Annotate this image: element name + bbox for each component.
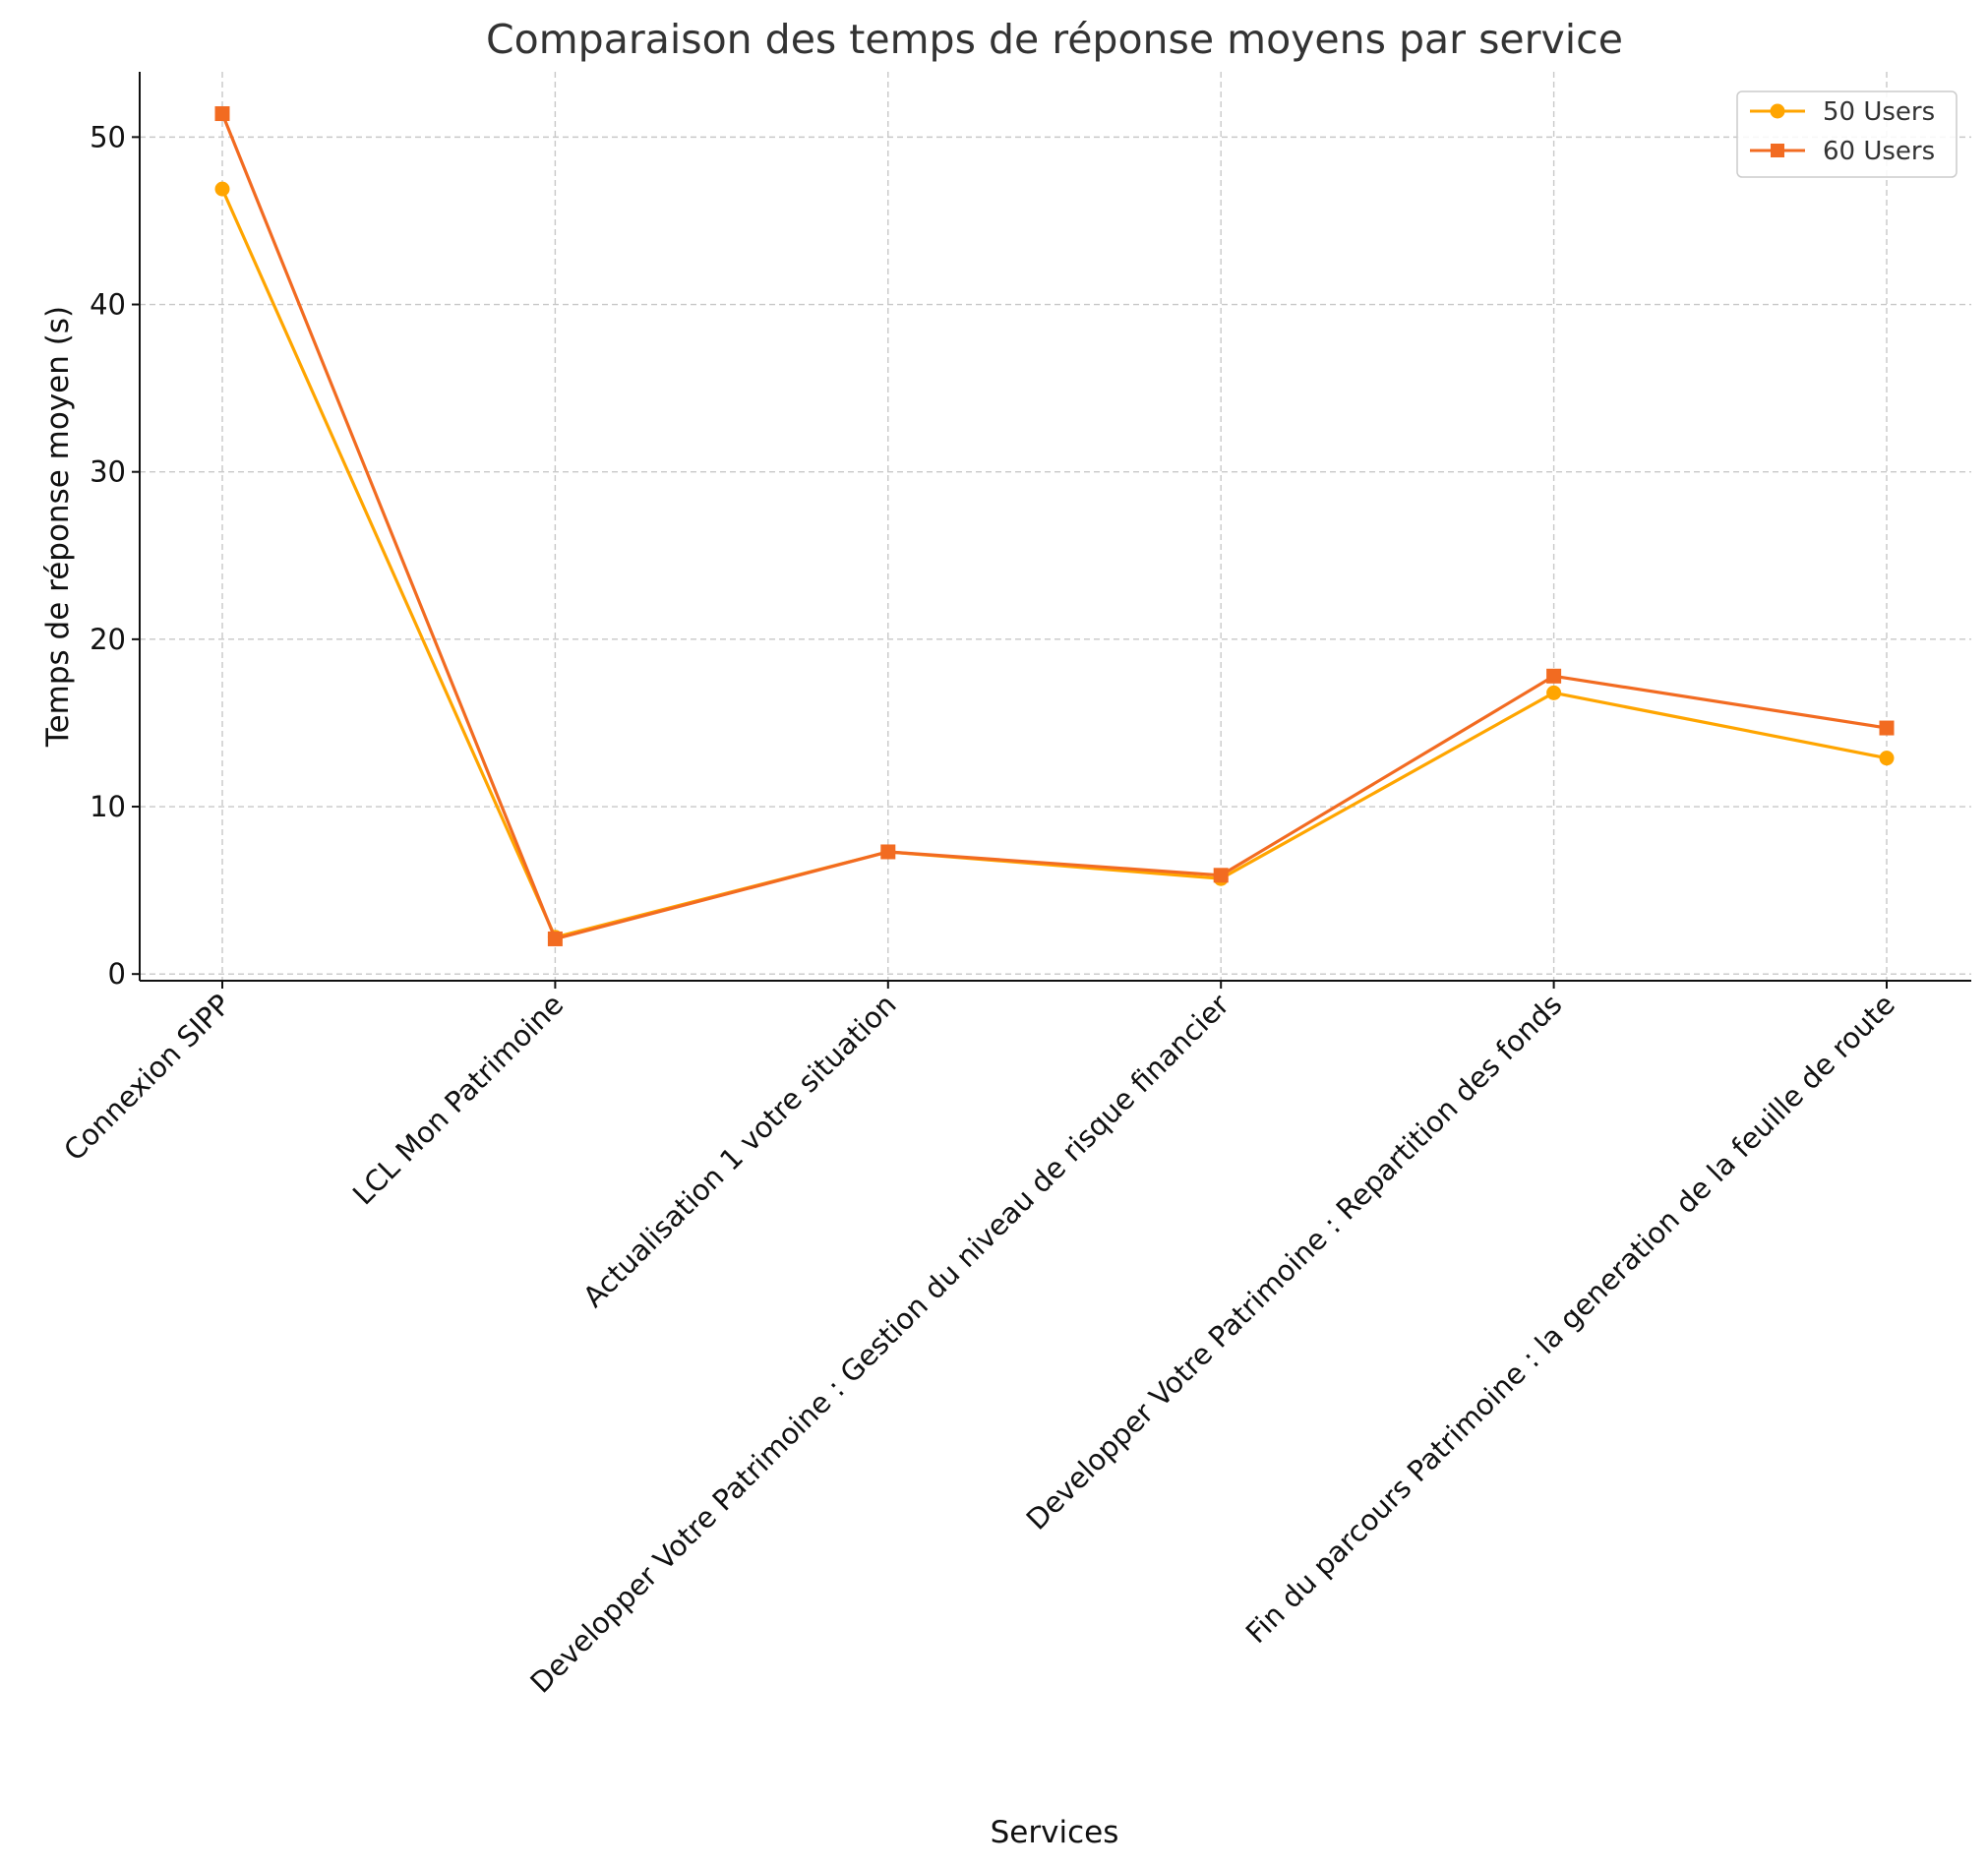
series-line-50-users (220, 188, 1888, 939)
x-tick-label: Connexion SIPP (57, 988, 237, 1168)
tick-marks (132, 136, 1888, 989)
data-point-60-users (1879, 720, 1895, 736)
legend-label-50-users: 50 Users (1823, 97, 1935, 127)
data-point-50-users (1546, 685, 1562, 700)
y-axis-label: Temps de réponse moyen (s) (40, 306, 76, 748)
x-tick-label: Developper Votre Patrimoine : Gestion du… (523, 988, 1235, 1700)
data-point-60-users (1546, 668, 1562, 684)
series-line-60-users (220, 112, 1888, 941)
y-tick-label: 20 (90, 623, 126, 656)
x-tick-label: LCL Mon Patrimoine (346, 988, 571, 1212)
series-lines (214, 106, 1895, 946)
y-tick-label: 0 (108, 957, 126, 991)
data-point-60-users (547, 931, 563, 946)
y-tick-label: 30 (90, 455, 126, 489)
x-axis-label: Services (991, 1815, 1119, 1850)
x-tick-labels: Connexion SIPP LCL Mon Patrimoine Actualis… (57, 988, 1901, 1700)
y-tick-label: 50 (90, 120, 126, 153)
legend-marker-circle (1770, 103, 1785, 119)
y-tick-labels: 0 10 20 30 40 50 (90, 120, 126, 991)
data-point-60-users (880, 844, 896, 860)
chart-title: Comparaison des temps de réponse moyens … (486, 16, 1623, 63)
data-point-50-users (214, 181, 230, 197)
legend: 50 Users 60 Users (1736, 90, 1958, 178)
y-tick-label: 10 (90, 790, 126, 823)
y-tick-label: 40 (90, 288, 126, 322)
grid-lines (140, 72, 1971, 981)
legend-marker-square (1771, 144, 1784, 157)
legend-item-60-users: 60 Users (1750, 137, 1935, 166)
x-tick-label: Fin du parcours Patrimoine : la generati… (1239, 988, 1901, 1650)
x-tick-label: Developper Votre Patrimoine : Repartitio… (1020, 988, 1569, 1537)
data-point-50-users (1879, 751, 1895, 766)
data-point-60-users (1213, 868, 1229, 883)
legend-label-60-users: 60 Users (1823, 137, 1935, 166)
legend-item-50-users: 50 Users (1750, 97, 1935, 127)
data-point-60-users (214, 106, 230, 122)
x-tick-label: Actualisation 1 votre situation (576, 988, 903, 1314)
axes (139, 72, 1971, 982)
legend-frame (1736, 90, 1958, 178)
